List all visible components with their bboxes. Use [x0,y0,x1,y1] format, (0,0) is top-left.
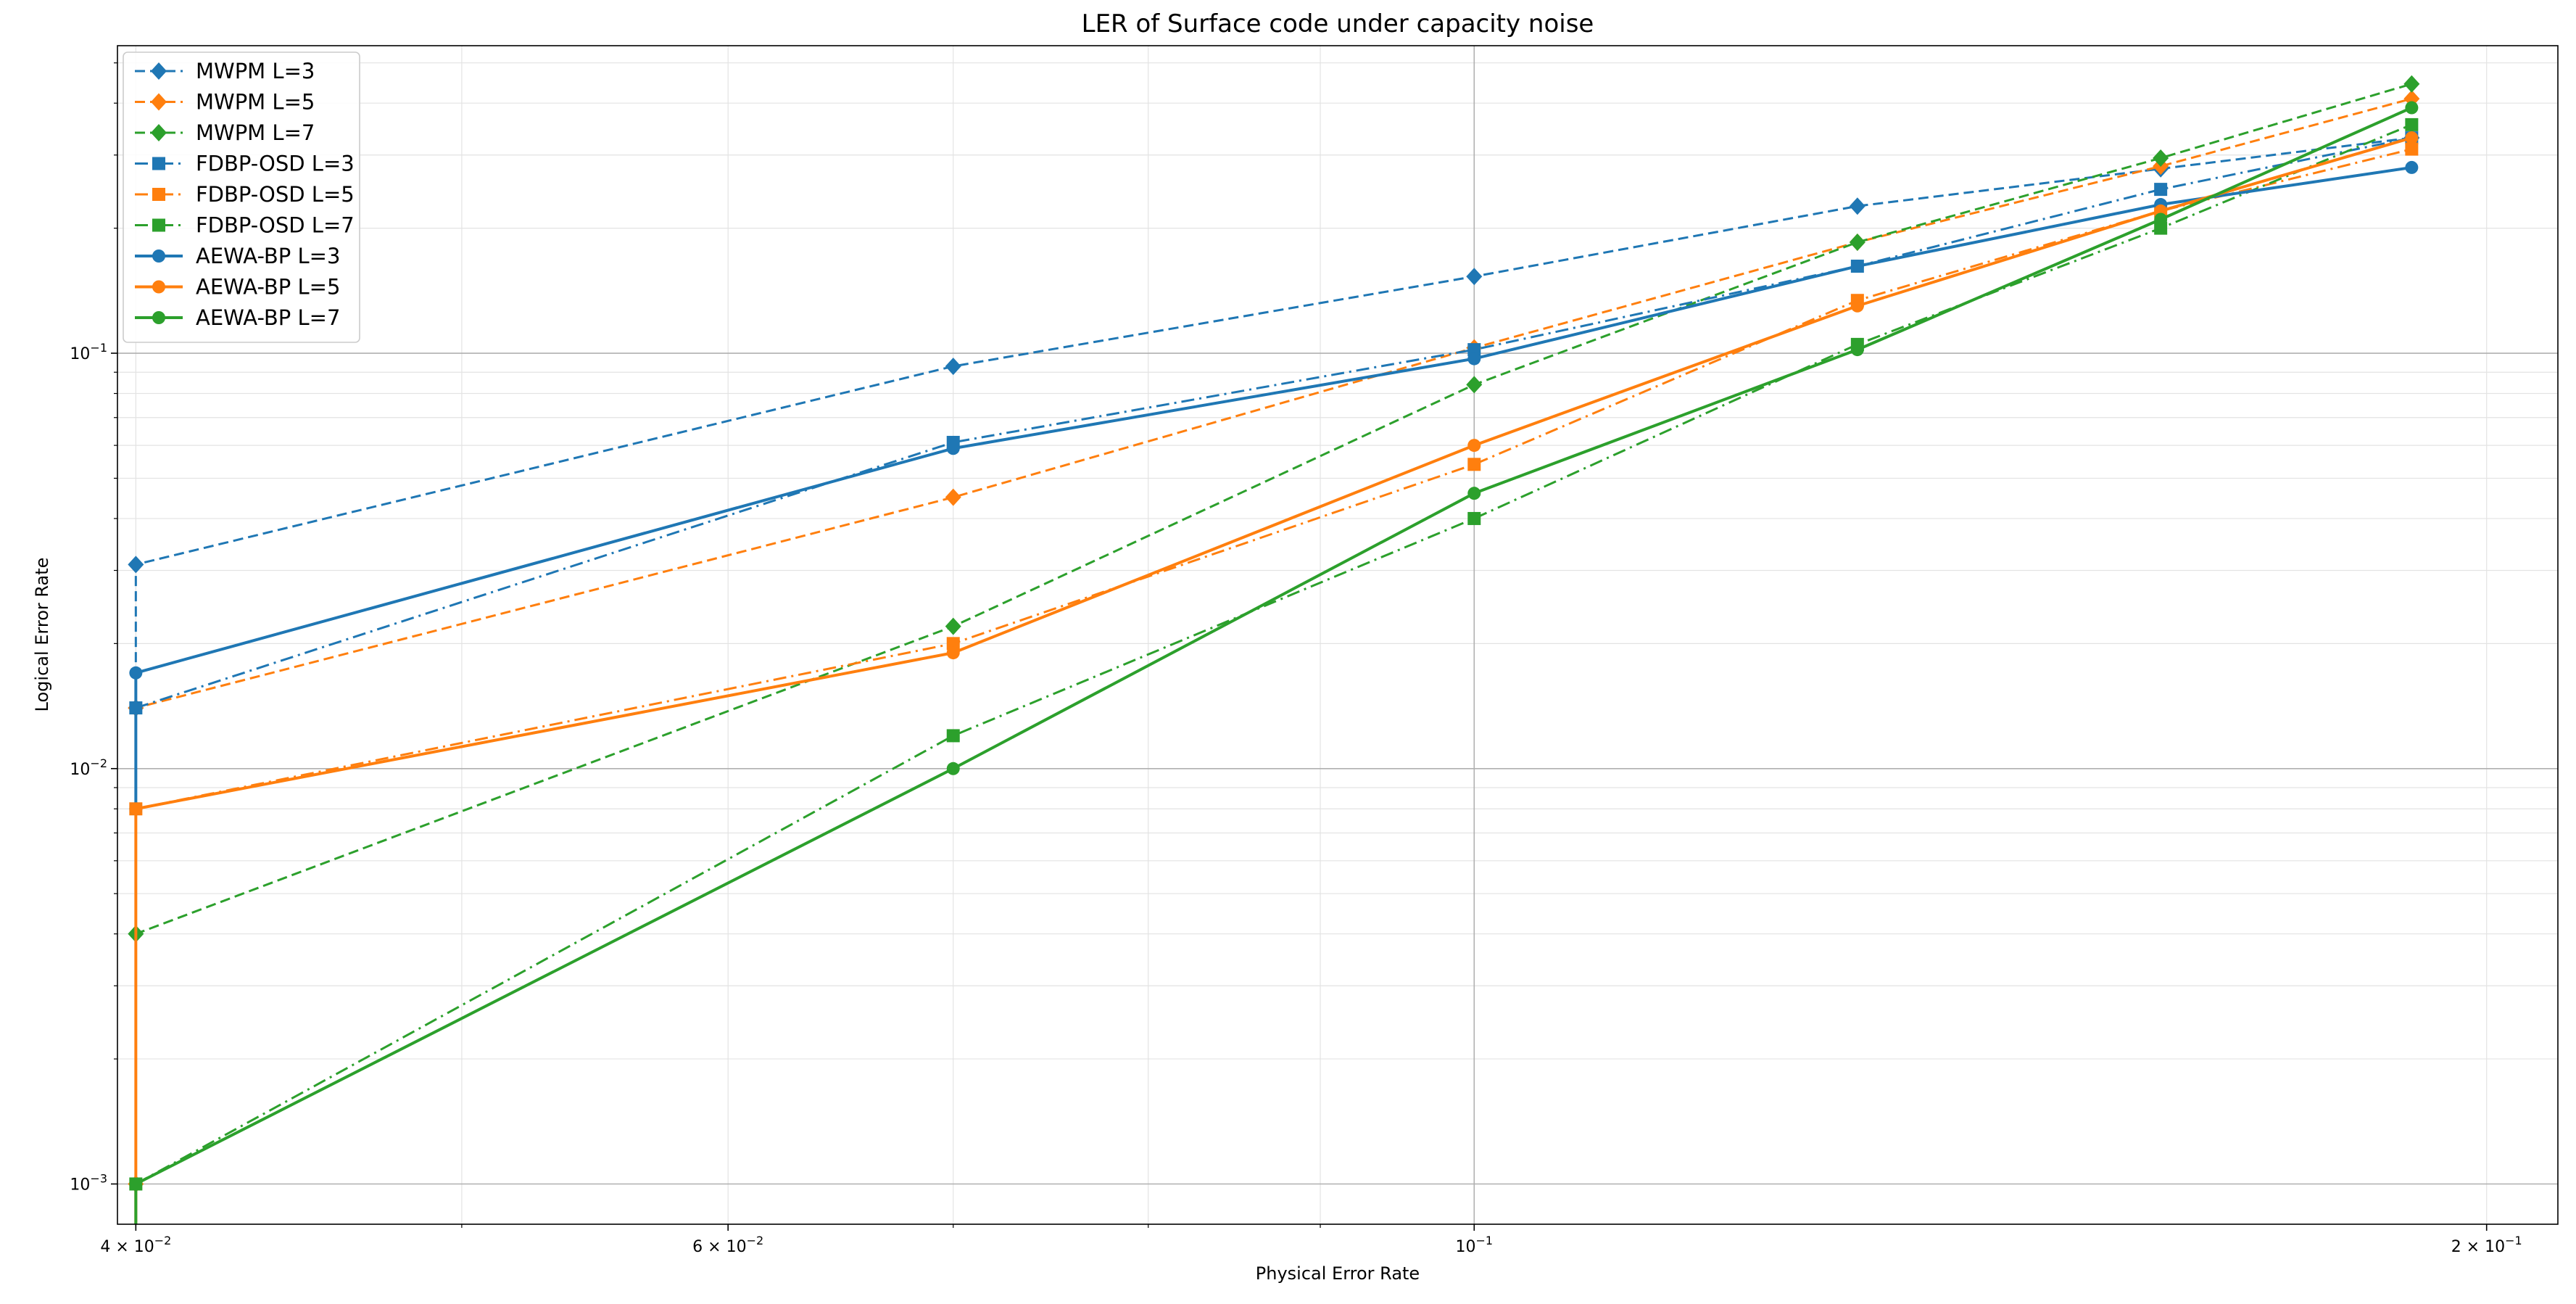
series-5-point-1 [946,729,960,743]
series-1-point-2 [945,488,961,506]
series-7 [129,131,2419,1224]
plot-series [128,75,2420,1224]
legend-marker-0 [151,62,167,80]
legend-label-4: FDBP-OSD L=5 [196,182,355,207]
y-tick-label-2: 10−1 [70,341,107,363]
series-8-point-3 [1467,487,1481,500]
legend-marker-4 [152,188,165,201]
series-line-5 [135,123,2412,1185]
series-8 [129,101,2419,1224]
series-2-point-2 [945,617,961,635]
x-axis-label: Physical Error Rate [1256,1263,1420,1284]
series-7-point-4 [1850,299,1864,313]
grid [117,46,2558,1224]
series-4-point-3 [1467,458,1481,471]
series-line-8 [134,106,2413,1224]
series-2-point-5 [2153,149,2169,167]
legend-marker-8 [152,311,165,324]
series-4-point-6 [2405,142,2419,156]
legend-label-0: MWPM L=3 [196,59,315,83]
x-tick-label-2: 10−1 [1455,1234,1493,1256]
legend-label-6: AEWA-BP L=3 [196,244,340,268]
legend-marker-2 [151,124,167,141]
legend-marker-5 [152,218,165,232]
series-2-point-3 [1466,376,1483,394]
series-3-point-2 [1467,343,1481,357]
y-tick-label-1: 10−2 [70,756,107,779]
legend-box [123,51,360,343]
series-5-point-5 [2405,117,2419,131]
series-8-point-4 [1850,343,1864,357]
legend: MWPM L=3 MWPM L=5 MWPM L=7 FDBP-OSD L=3 FDBP… [123,51,360,343]
series-3-point-4 [2154,183,2168,197]
series-4 [129,142,2419,1224]
series-6-point-5 [1850,260,1864,273]
series-2 [128,75,2420,1224]
x-tick-label-0: 4 × 10−2 [100,1234,171,1256]
plot-frame [117,45,2559,1225]
series-line-6 [134,165,2412,809]
series-6-point-3 [946,442,960,455]
x-tick-label-3: 2 × 10−1 [2451,1234,2522,1256]
series-6-point-1 [129,701,143,715]
series-7-point-6 [2405,131,2419,145]
legend-marker-6 [152,249,165,263]
series-line-2 [134,83,2412,1224]
series-5-point-2 [1467,511,1481,525]
legend-label-8: AEWA-BP L=7 [196,305,340,330]
legend-label-3: FDBP-OSD L=3 [196,152,355,176]
legend-label-1: MWPM L=5 [196,90,315,115]
legend-label-5: FDBP-OSD L=7 [196,213,355,238]
series-0-point-3 [1466,268,1483,286]
y-axis-label: Logical Error Rate [32,558,52,712]
series-6-point-7 [2405,160,2419,174]
series-8-point-6 [2405,101,2419,115]
series-line-1 [134,97,2412,1184]
y-tick-label-0: 10−3 [70,1171,107,1194]
series-3 [129,131,2419,715]
series-8-point-1 [129,1177,143,1191]
series-7-point-1 [129,802,143,816]
legend-marker-1 [151,93,167,111]
series-6-point-4 [1467,352,1481,366]
legend-label-2: MWPM L=7 [196,120,315,145]
axis-ticks: 4 × 10−2 6 × 10−2 10−1 2 × 10−1 10−3 10−2 10−1 [70,62,2522,1256]
series-line-7 [134,136,2412,1224]
series-8-point-5 [2154,212,2168,226]
series-5 [129,117,2419,1191]
series-0-point-2 [945,358,961,376]
chart-title: LER of Surface code under capacity noise [1082,9,1594,38]
legend-marker-3 [152,157,165,170]
series-0 [128,129,2420,717]
series-0-point-4 [1849,197,1865,215]
series-4-point-2 [946,637,960,651]
series-0-point-1 [128,556,144,574]
series-6 [129,160,2419,816]
x-tick-label-1: 6 × 10−2 [692,1234,763,1256]
series-2-point-6 [2403,75,2420,93]
series-8-point-2 [946,762,960,775]
legend-marker-7 [152,280,165,294]
series-7-point-2 [946,646,960,660]
series-2-point-4 [1849,234,1865,252]
series-6-point-2 [129,666,143,680]
legend-label-7: AEWA-BP L=5 [196,275,340,300]
series-7-point-3 [1467,439,1481,453]
